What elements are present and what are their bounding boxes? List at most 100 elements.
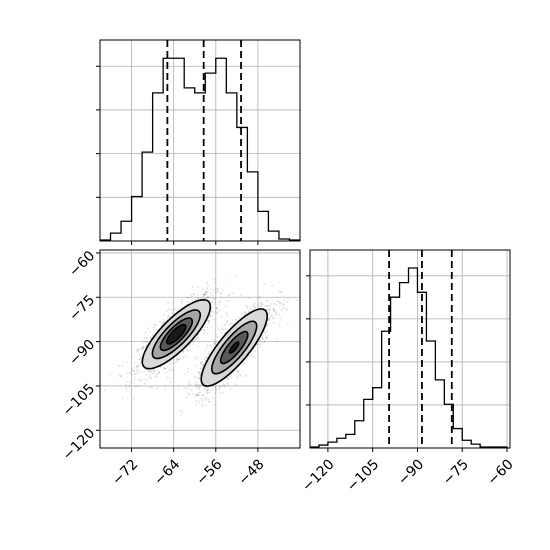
xy-density-cell [245,316,247,318]
y-hist-step-line [310,267,508,448]
xy-density-cell [213,382,216,384]
xy-density-cell [168,320,171,323]
xy-density-cell [206,309,209,312]
xy-density-cell [180,327,182,330]
xy-density-cell [161,329,164,332]
xy-density-cell [245,350,247,353]
xy-density-cell [176,344,179,346]
xy-density-cell [175,350,177,353]
xy-density-cell [148,350,151,353]
xy-density-cell [180,335,182,338]
xy-density-cell [221,375,224,378]
xy-density-cell [225,365,227,368]
xy-point-2132 [198,391,201,394]
xy-point-2639 [205,355,208,358]
xy-density-cell [165,347,167,350]
xy-density-cell [145,350,147,353]
xy-point-796 [217,287,220,290]
xy-point-2170 [266,308,269,311]
xy-density-cell [256,311,259,313]
xy-density-cell [231,342,234,345]
xy-point-2097 [237,370,240,373]
xy-density-cell [248,329,251,332]
xy-density-cell [210,368,212,371]
xy-point-359 [135,366,138,369]
xy-density-cell [261,320,264,323]
xy-density-cell [143,357,146,360]
xy-density-cell [203,316,206,318]
xy-density-cell [211,355,214,358]
xy-density-cell [145,365,147,368]
xy-density-cell [255,311,257,313]
xy-density-cell [183,322,186,325]
xy-point-690 [206,296,208,299]
xy-density-cell [221,349,224,351]
xy-density-cell [200,312,202,315]
xy-point-2025 [268,308,271,311]
xy-density-cell [243,329,246,332]
xy-density-cell [201,316,204,318]
xy-point-1039 [133,373,136,376]
xy-density-cell [215,362,217,365]
xy-point-18 [169,368,172,371]
xy-density-cell [238,353,241,356]
xy-density-cell [260,320,262,323]
xy-density-cell [248,330,251,333]
xy-point-1425 [145,337,148,339]
xy-point-36 [137,364,140,367]
xy-density-cell [191,316,194,318]
xy-density-cell [171,344,174,346]
xy-density-cell [193,302,196,305]
xy-point-2431 [207,352,210,355]
xy-density-cell [226,372,229,375]
xy-density-cell [265,316,267,318]
xy-density-cell [178,349,181,351]
xy-point-2349 [195,385,198,387]
xy-density-cell [150,358,152,361]
y-histogram-frame [309,249,511,449]
xy-density-cell [170,339,172,342]
xy-point-48 [188,345,191,348]
xy-density-cell [205,370,207,373]
xy-density-cell [238,322,241,325]
xy-density-cell [196,325,199,328]
xy-density-cell [230,329,232,332]
xy-point-1325 [209,313,212,316]
xy-point-1308 [207,296,210,299]
xy-point-2305 [261,303,264,306]
xy-point-869 [132,366,135,369]
xy-density-cell [208,377,211,379]
xy-density-cell [183,344,186,346]
xy-density-cell [243,334,246,337]
xy-point-1673 [241,312,244,314]
xy-density-cell [215,363,217,366]
xy-density-cell [191,327,194,330]
xy-point-2110 [243,363,246,365]
xy-density-cell [225,350,227,353]
xy-point-1879 [189,383,192,386]
xy-point-2741 [278,300,280,303]
xy-density-cell [208,362,211,365]
xy-point-1111 [197,297,200,300]
xy-point-2491 [214,385,216,388]
xy-density-cell [180,337,182,340]
xy-density-cell [210,375,212,378]
xy-density-cell [230,362,232,365]
xy-point-261 [192,292,195,295]
xy-density-cell [253,316,256,318]
x-histogram-panel [96,39,301,245]
xy-point-2166 [195,381,198,384]
xy-point-880 [191,299,194,302]
xy-density-cell [243,347,246,350]
xy-density-cell [241,350,244,353]
xy-density-cell [148,353,151,356]
xy-ytick-label-3: −105 [60,381,99,420]
xy-density-cell [153,365,156,368]
xy-density-cell [238,347,241,350]
xy-density-cell [170,330,172,333]
xy-density-cell [208,373,211,376]
xy-density-cell [225,357,227,360]
xy-density-cell [203,370,206,373]
xy-density-cell [256,330,259,333]
xy-point-2684 [205,346,208,349]
